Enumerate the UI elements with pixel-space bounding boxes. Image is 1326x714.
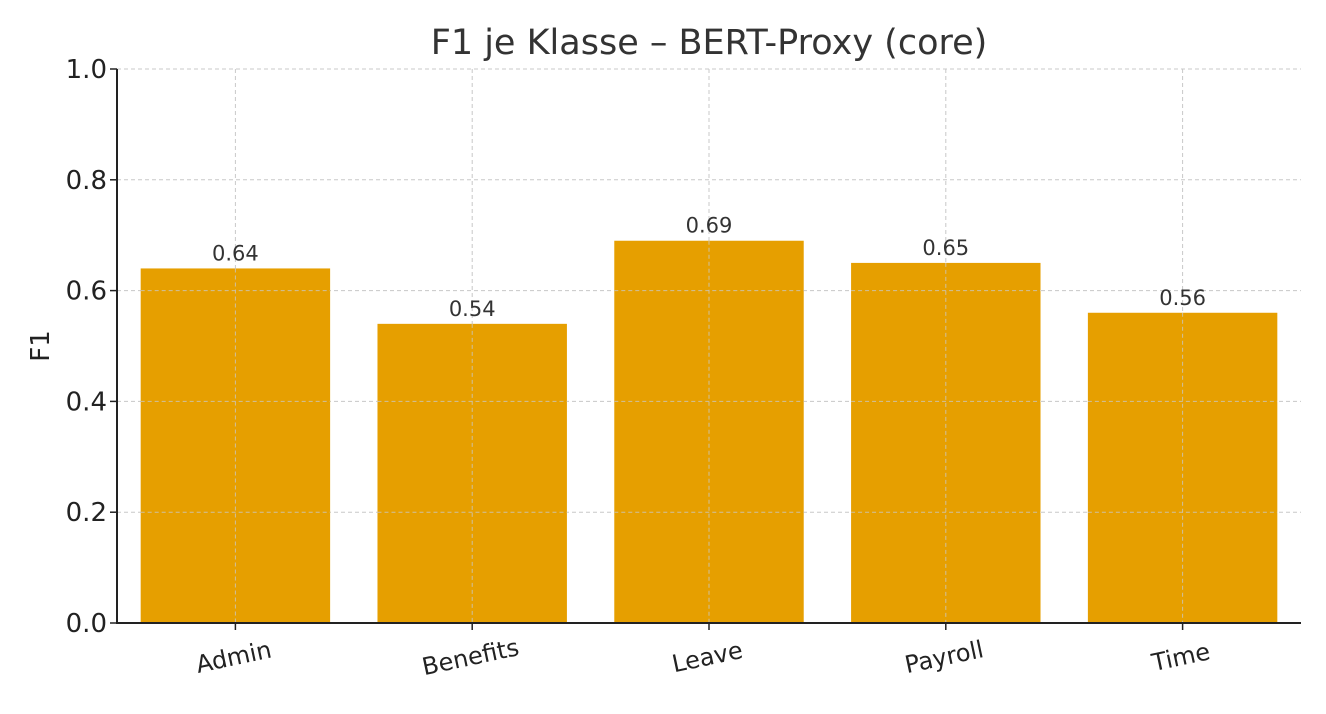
x-tick-label: Benefits xyxy=(420,633,522,681)
bar-value-label: 0.54 xyxy=(449,297,496,321)
y-tick-label: 0.8 xyxy=(66,166,107,196)
bar-value-label: 0.65 xyxy=(922,236,969,260)
y-tick-label: 1.0 xyxy=(66,55,107,85)
chart-title: F1 je Klasse – BERT-Proxy (core) xyxy=(431,23,988,63)
y-tick-label: 0.4 xyxy=(66,387,107,417)
x-tick-label: Leave xyxy=(670,636,746,678)
x-tick-label: Time xyxy=(1148,637,1212,677)
y-tick-label: 0.2 xyxy=(66,498,107,528)
x-tick-label: Payroll xyxy=(902,635,986,679)
bar-value-label: 0.56 xyxy=(1159,286,1206,310)
x-tick-label: Admin xyxy=(193,636,274,679)
y-tick-label: 0.0 xyxy=(66,609,107,639)
y-tick-label: 0.6 xyxy=(66,277,107,307)
bar-payroll xyxy=(851,262,1041,623)
y-axis-label: F1 xyxy=(26,330,56,362)
axis-layer xyxy=(110,68,1301,630)
bar-value-label: 0.64 xyxy=(212,241,259,265)
bar-value-label: 0.69 xyxy=(686,214,733,238)
bar-layer xyxy=(140,240,1278,624)
